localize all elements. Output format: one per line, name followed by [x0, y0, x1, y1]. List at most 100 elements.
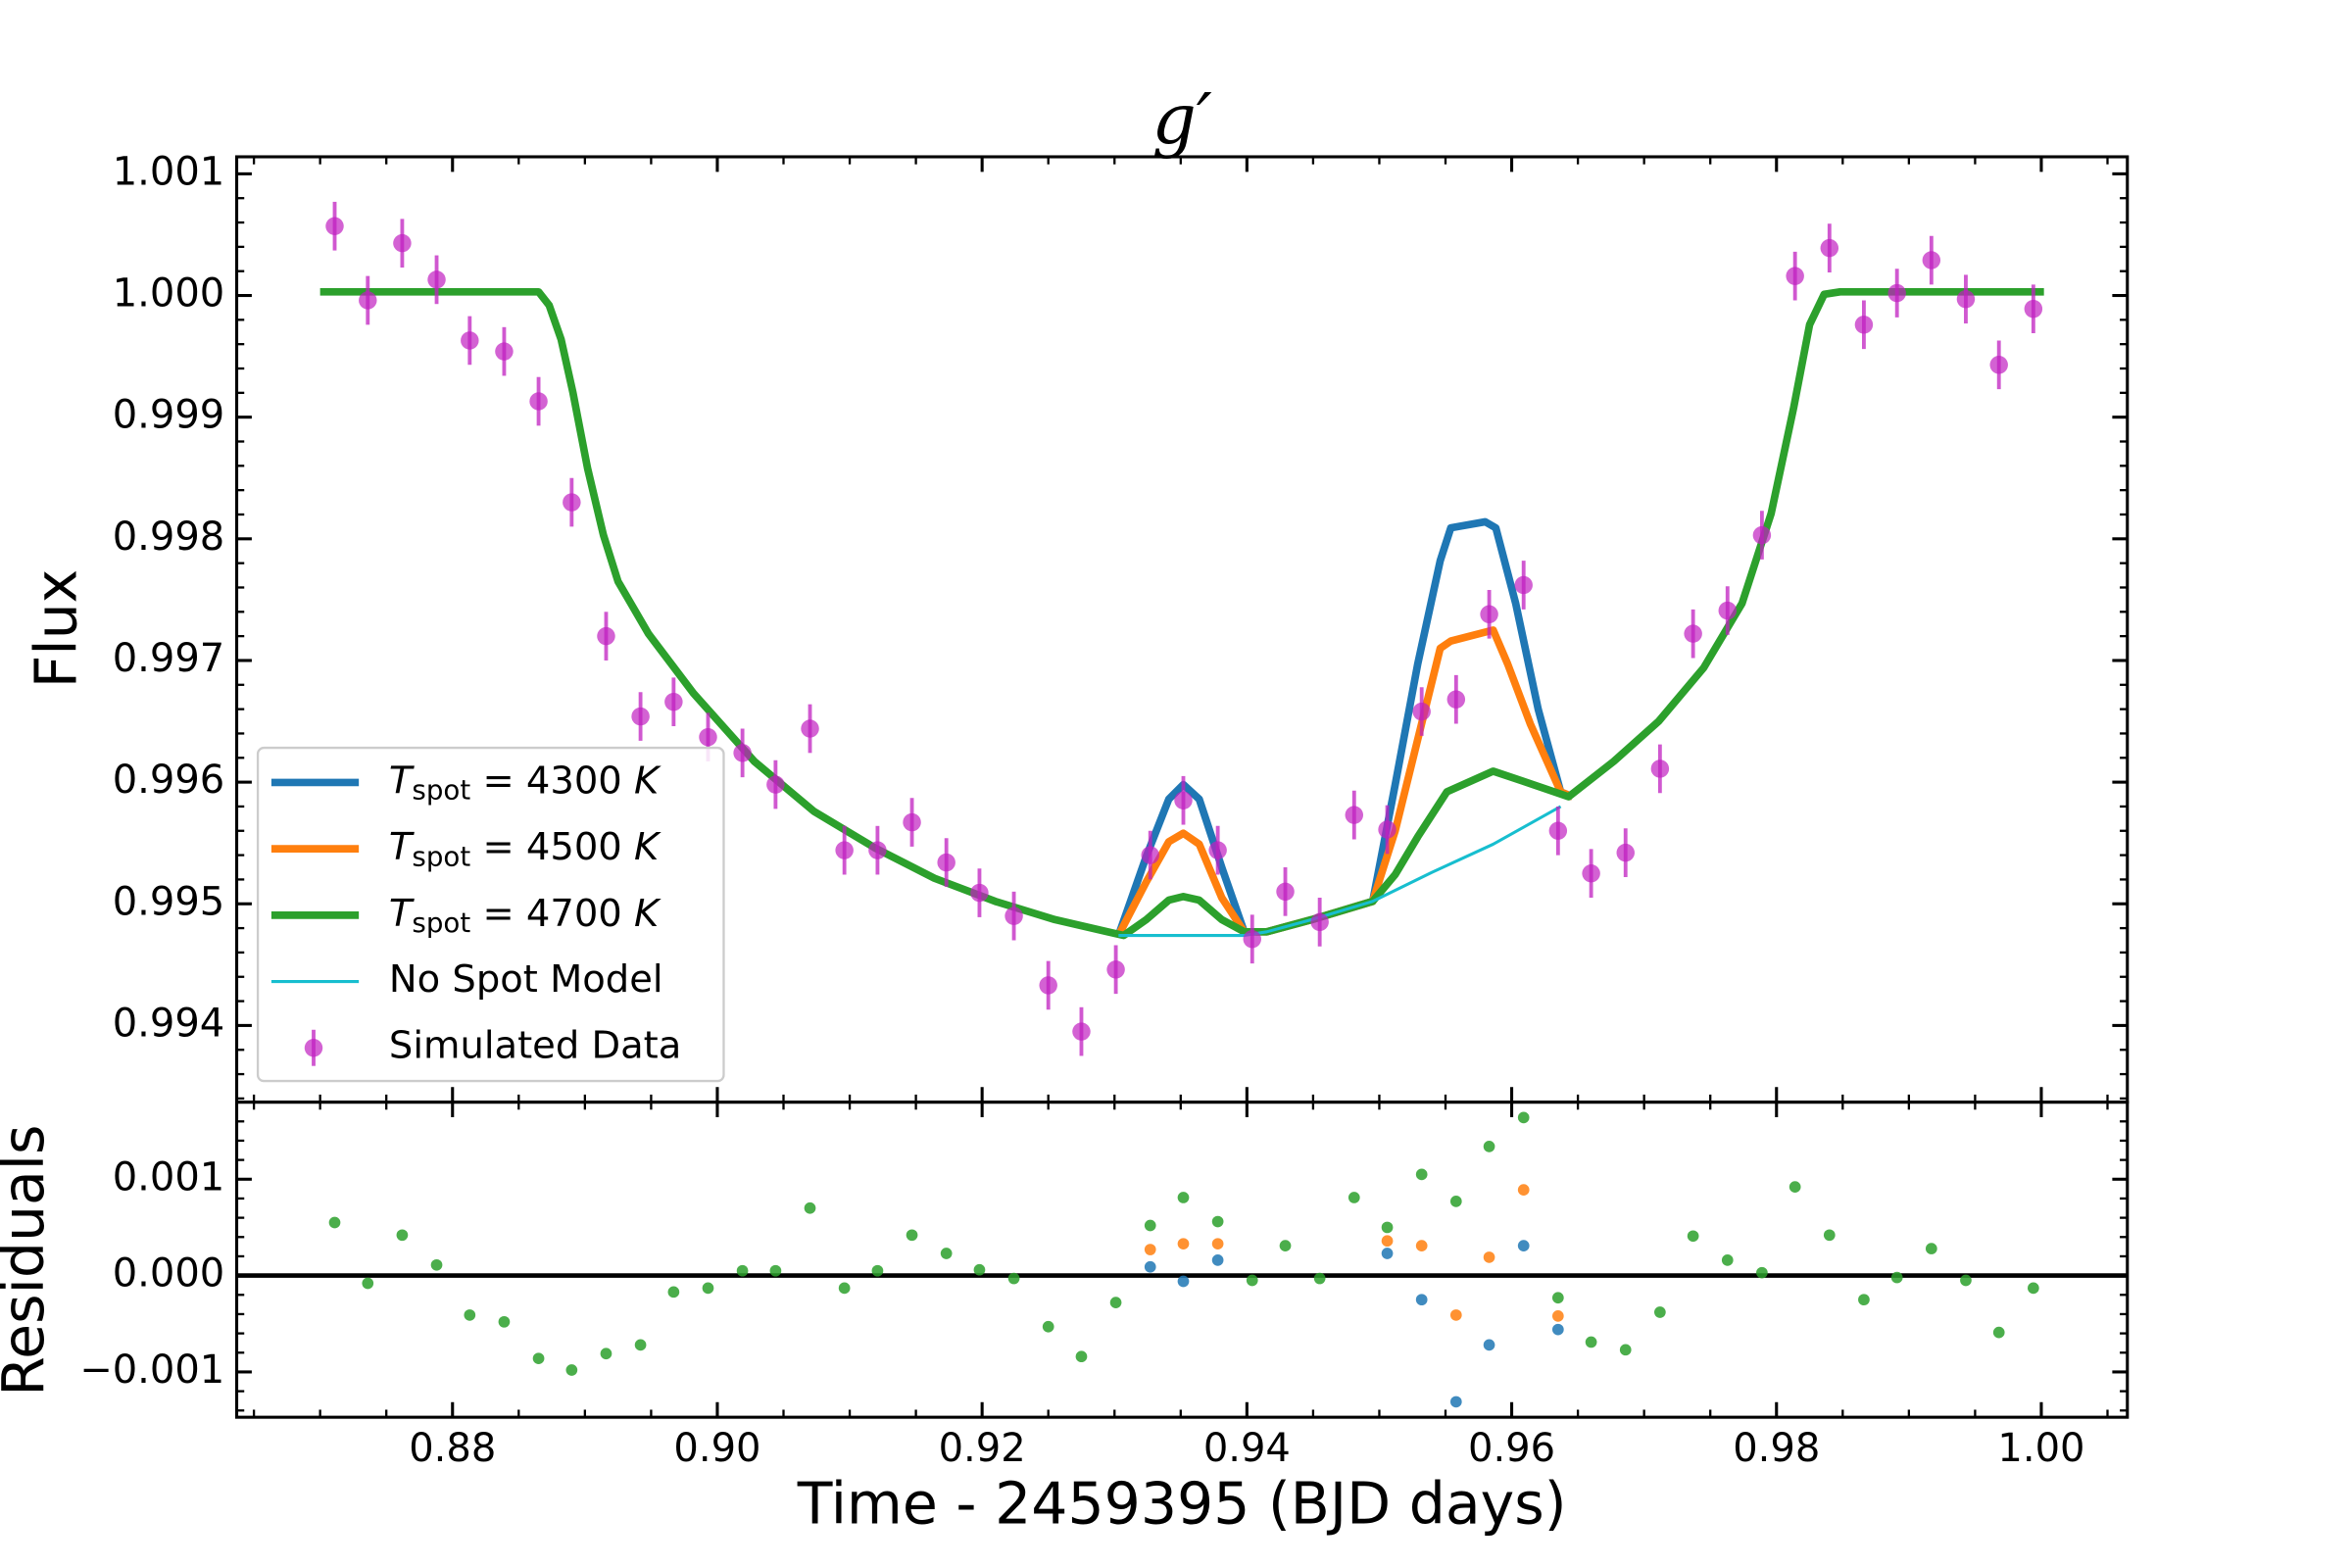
residual-point [769, 1264, 782, 1277]
data-point [1752, 525, 1772, 545]
residual-point [1449, 1309, 1462, 1321]
legend: Tspot = 4300 K Tspot = 4500 K Tspot = 4700… [256, 746, 725, 1083]
residual-point [1246, 1274, 1258, 1287]
y-tick-label: 1.000 [113, 271, 225, 317]
data-point [1514, 575, 1533, 595]
x-tick-label: 0.98 [1733, 1426, 1820, 1471]
residual-point [871, 1264, 884, 1277]
data-point [597, 626, 615, 646]
residual-point [532, 1352, 545, 1365]
model-line [319, 287, 2044, 940]
data-point [1480, 605, 1498, 624]
residual-point [1687, 1230, 1699, 1243]
residual-point [1483, 1339, 1495, 1351]
panel: −0.001 0.000 0.001 0.88 0.90 0.92 0.94 0.96 0.98… [79, 1101, 2130, 1471]
legend-label: Simulated Data [389, 1024, 681, 1068]
data-point [801, 719, 819, 738]
data-point [1786, 267, 1804, 285]
data-point [937, 853, 956, 872]
data-point [1174, 791, 1193, 809]
data-point [461, 331, 479, 350]
legend-swatch [304, 1039, 323, 1057]
residual-point [1348, 1192, 1360, 1203]
residual-point [634, 1339, 647, 1351]
residual-point [1551, 1310, 1564, 1322]
residual-point [838, 1282, 851, 1295]
residual-point [1144, 1260, 1156, 1273]
data-point [495, 342, 514, 361]
data-point [1887, 283, 1906, 303]
residual-point [1823, 1229, 1836, 1242]
y-tick-label: 1.001 [113, 149, 225, 194]
data-point [1650, 760, 1670, 778]
data-point [1345, 806, 1364, 824]
residual-point [1551, 1323, 1564, 1336]
residual-point [1992, 1326, 2005, 1339]
x-tick-label: 0.94 [1203, 1426, 1291, 1471]
data-point [766, 775, 785, 794]
residual-point [1788, 1181, 1801, 1193]
residual-point [1585, 1336, 1597, 1348]
model-line [1118, 805, 1562, 938]
residual-point [1721, 1254, 1734, 1266]
data-point [1989, 356, 2008, 374]
residual-point [1381, 1221, 1394, 1234]
residual-point [1177, 1238, 1190, 1250]
residual-point [396, 1229, 409, 1242]
residual-point [1007, 1272, 1020, 1285]
x-tick-label: 0.96 [1468, 1426, 1555, 1471]
data-point [835, 841, 854, 859]
residual-point [1517, 1240, 1530, 1251]
chart-title: g′ [1152, 78, 1211, 160]
data-point [1243, 930, 1261, 949]
residual-point [702, 1282, 714, 1295]
data-point [868, 841, 887, 859]
data-point [1854, 316, 1874, 334]
data-point [1446, 690, 1466, 709]
residual-point [1211, 1238, 1224, 1250]
legend-label: No Spot Model [389, 957, 663, 1002]
residual-point [804, 1201, 816, 1214]
residual-point [667, 1286, 680, 1298]
data-point [699, 727, 717, 747]
residual-point [1313, 1272, 1326, 1285]
data-point [1310, 912, 1329, 932]
data-point [1718, 601, 1737, 620]
residual-point [1858, 1294, 1870, 1306]
residual-point [1415, 1294, 1428, 1306]
residual-point [736, 1264, 749, 1277]
y-axis-label: Residuals [0, 1124, 57, 1396]
legend-label: Tspot = 4700 K [389, 891, 662, 939]
residual-point [1551, 1292, 1564, 1304]
residual-point [1211, 1254, 1224, 1266]
residual-point [906, 1229, 918, 1242]
residual-point [1517, 1184, 1530, 1196]
data-point [664, 692, 683, 711]
data-point [529, 392, 548, 411]
data-point [1141, 846, 1159, 864]
data-point [1072, 1022, 1091, 1041]
data-point [1106, 960, 1125, 979]
data-point [631, 707, 650, 726]
data-point [1208, 841, 1227, 859]
y-tick-label: 0.001 [113, 1154, 225, 1200]
residual-point [1177, 1192, 1190, 1203]
x-tick-label: 1.00 [1997, 1426, 2084, 1471]
y-tick-label: 0.996 [113, 758, 225, 803]
x-tick-label: 0.88 [409, 1426, 496, 1471]
data-point [1004, 906, 1023, 925]
data-point [970, 883, 989, 903]
residual-point [940, 1248, 953, 1259]
residual-point [1144, 1244, 1156, 1255]
residual-point [1211, 1215, 1224, 1228]
residual-point [1042, 1320, 1054, 1333]
y-tick-label: −0.001 [79, 1348, 224, 1393]
residual-point [1177, 1275, 1190, 1288]
residual-point [1415, 1240, 1428, 1251]
data-point [1039, 976, 1057, 995]
residual-point [1075, 1350, 1088, 1363]
residual-point [1890, 1271, 1903, 1284]
residual-point [600, 1348, 612, 1360]
